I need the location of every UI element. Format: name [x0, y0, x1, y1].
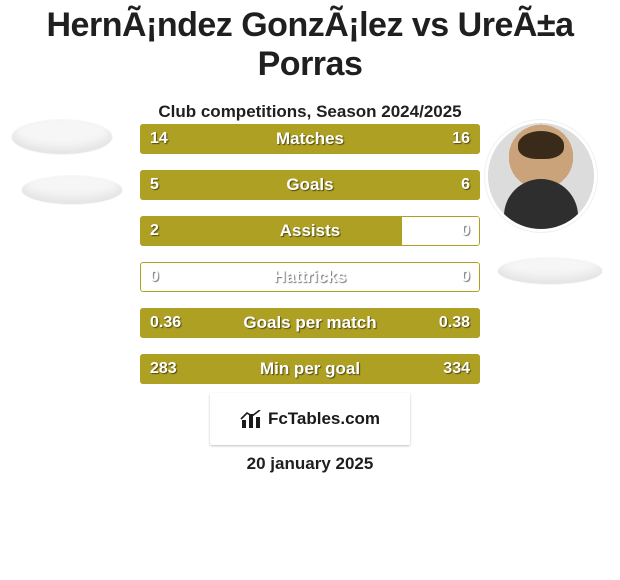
stat-bars: Matches1416Goals56Assists20Hattricks00Go…	[140, 124, 480, 400]
stat-value-right: 0	[461, 262, 470, 292]
stat-value-right: 6	[461, 170, 470, 200]
comparison-card: HernÃ¡ndez GonzÃ¡lez vs UreÃ±a Porras Cl…	[0, 0, 620, 580]
stat-value-left: 283	[150, 354, 177, 384]
stat-value-left: 0	[150, 262, 159, 292]
stat-row: Assists2 0	[140, 216, 480, 246]
page-title: HernÃ¡ndez GonzÃ¡lez vs UreÃ±a Porras	[0, 0, 620, 84]
stat-row: Min per goal283 334	[140, 354, 480, 384]
player-right-avatar	[488, 123, 594, 229]
date-label: 20 january 2025	[0, 454, 620, 474]
stat-label: Hattricks	[140, 262, 480, 292]
stat-label: Matches	[140, 124, 480, 154]
player-right-face-icon	[488, 123, 594, 229]
stat-row: Goals per match0.36 0.38	[140, 308, 480, 338]
stat-value-left: 14	[150, 124, 168, 154]
player-left-avatar-placeholder	[12, 120, 112, 154]
stat-value-right: 0.38	[439, 308, 470, 338]
fctables-bars-icon	[240, 410, 262, 428]
stat-row: Matches14 16	[140, 124, 480, 154]
subtitle: Club competitions, Season 2024/2025	[0, 102, 620, 122]
stat-label: Goals	[140, 170, 480, 200]
stat-value-right: 16	[452, 124, 470, 154]
stat-row: Hattricks0 0	[140, 262, 480, 292]
stat-label: Min per goal	[140, 354, 480, 384]
stat-value-left: 0.36	[150, 308, 181, 338]
stat-label: Assists	[140, 216, 480, 246]
stat-value-left: 2	[150, 216, 159, 246]
logo-text: FcTables.com	[268, 409, 380, 429]
player-left-shadow-ellipse	[22, 176, 122, 204]
stat-row: Goals5 6	[140, 170, 480, 200]
player-right-shadow-ellipse	[498, 258, 602, 284]
stat-value-right: 334	[443, 354, 470, 384]
stat-value-left: 5	[150, 170, 159, 200]
stat-label: Goals per match	[140, 308, 480, 338]
logo-box: FcTables.com	[210, 393, 410, 445]
stat-value-right: 0	[461, 216, 470, 246]
